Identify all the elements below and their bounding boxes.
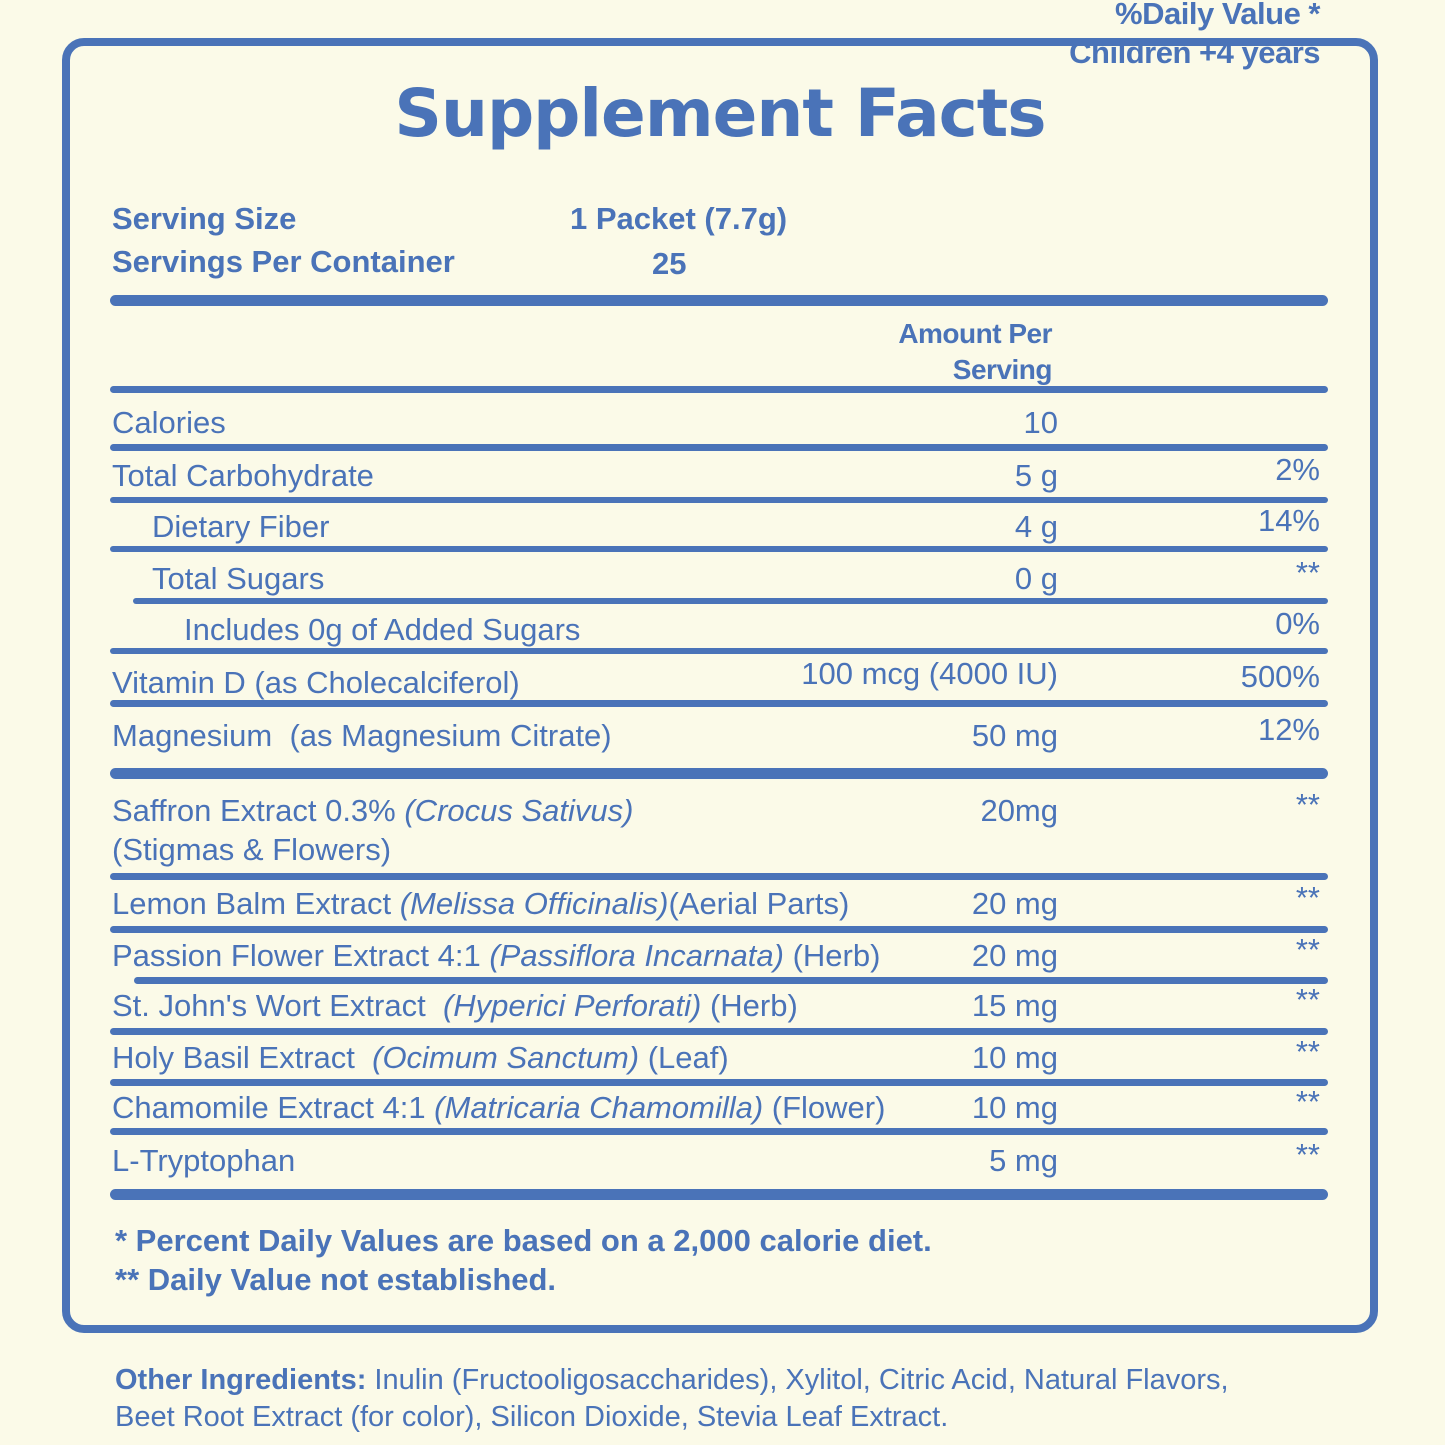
row-label: Dietary Fiber [152, 509, 330, 544]
thick-divider-top [110, 295, 1328, 306]
row-label: Includes 0g of Added Sugars [184, 612, 581, 647]
dv-header-line2: Children +4 years [1069, 35, 1320, 70]
footnote-dv-not-established: ** Daily Value not established. [115, 1262, 557, 1297]
row-amount: 50 mg [971, 718, 1058, 753]
row-label: St. John's Wort Extract (Hyperici Perfor… [112, 988, 798, 1023]
amount-header-line1: Amount Per [898, 318, 1052, 349]
row-label: Total Carbohydrate [112, 458, 374, 493]
row-label: Calories [112, 405, 226, 440]
servings-per-container-label: Servings Per Container [112, 244, 455, 279]
facts-panel-border [62, 38, 1378, 1333]
row-daily-value: ** [1295, 555, 1320, 590]
row-label: L-Tryptophan [112, 1143, 296, 1178]
divider [110, 1128, 1328, 1135]
other-ingredients-line2: Beet Root Extract (for color), Silicon D… [115, 1401, 949, 1433]
row-daily-value: 12% [1257, 712, 1320, 747]
row-label: Magnesium (as Magnesium Citrate) [112, 718, 612, 753]
row-daily-value: ** [1295, 1084, 1320, 1119]
row-daily-value: ** [1295, 1034, 1320, 1069]
row-label: Holy Basil Extract (Ocimum Sanctum) (Lea… [112, 1040, 729, 1075]
row-daily-value: ** [1295, 982, 1320, 1017]
row-amount: 20 mg [971, 938, 1058, 973]
divider-indented [134, 977, 1328, 984]
row-label: Passion Flower Extract 4:1 (Passiflora I… [112, 938, 881, 973]
row-amount: 15 mg [971, 988, 1058, 1023]
row-daily-value: ** [1295, 1137, 1320, 1172]
other-ingredients: Other Ingredients: Inulin (Fructooligosa… [115, 1362, 1229, 1436]
daily-value-header: %Daily Value * Children +4 years [1069, 0, 1320, 72]
divider [110, 700, 1328, 707]
divider [110, 497, 1328, 503]
row-amount: 4 g [1014, 509, 1058, 544]
divider [110, 873, 1328, 880]
divider [110, 546, 1328, 552]
panel-title: Supplement Facts [394, 75, 1046, 152]
divider [110, 1028, 1328, 1035]
row-amount: 100 mcg (4000 IU) [801, 656, 1058, 691]
amount-header-line2: Serving [952, 354, 1053, 385]
divider [110, 444, 1328, 451]
other-ingredients-line1: Other Ingredients: Inulin (Fructooligosa… [115, 1364, 1229, 1396]
row-amount: 5 mg [989, 1143, 1058, 1178]
servings-per-container-value: 25 [652, 246, 687, 281]
footnote-daily-values: * Percent Daily Values are based on a 2,… [115, 1223, 932, 1258]
divider [110, 648, 1328, 654]
divider [110, 386, 1328, 393]
row-daily-value: ** [1295, 880, 1320, 915]
divider [110, 1079, 1328, 1086]
amount-per-serving-header: Amount Per Serving [898, 316, 1052, 388]
thick-divider-middle [110, 768, 1328, 779]
row-amount: 10 mg [971, 1040, 1058, 1075]
dv-header-line1: %Daily Value * [1115, 0, 1320, 31]
row-label: Vitamin D (as Cholecalciferol) [112, 665, 520, 700]
row-daily-value: 500% [1240, 659, 1320, 694]
other-ingredients-label: Other Ingredients: [115, 1364, 367, 1396]
row-amount: 5 g [1014, 458, 1058, 493]
row-label: Saffron Extract 0.3% (Crocus Sativus) (St… [112, 793, 634, 867]
row-label: Lemon Balm Extract (Melissa Officinalis)… [112, 886, 850, 921]
row-daily-value: 14% [1257, 503, 1320, 538]
serving-size-label: Serving Size [112, 201, 297, 236]
row-daily-value: ** [1295, 932, 1320, 967]
row-daily-value: 2% [1275, 452, 1320, 487]
thick-divider-bottom [110, 1189, 1328, 1200]
row-label: Chamomile Extract 4:1 (Matricaria Chamom… [112, 1090, 886, 1125]
divider-indented [133, 598, 1328, 604]
row-daily-value: ** [1295, 787, 1320, 822]
row-amount: 10 [1023, 405, 1058, 440]
row-daily-value: 0% [1275, 606, 1320, 641]
row-amount: 10 mg [971, 1090, 1058, 1125]
row-amount: 20mg [980, 793, 1058, 828]
row-amount: 20 mg [971, 886, 1058, 921]
serving-size-value: 1 Packet (7.7g) [570, 201, 788, 236]
divider [110, 926, 1328, 933]
row-amount: 0 g [1014, 561, 1058, 596]
row-label: Total Sugars [152, 561, 325, 596]
